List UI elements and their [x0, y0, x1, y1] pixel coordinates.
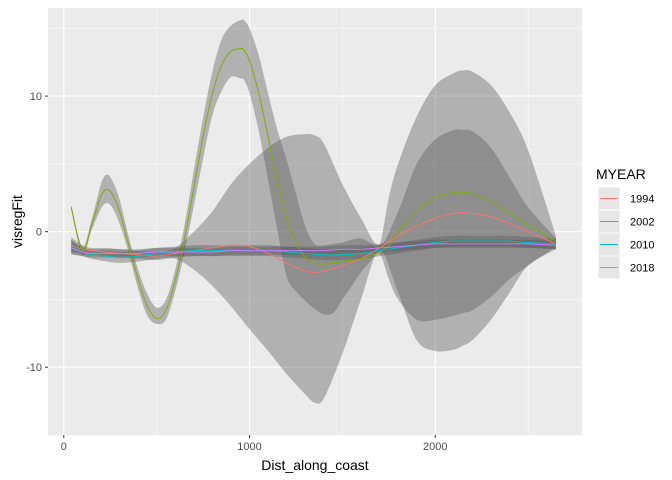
x-axis-title: Dist_along_coast: [261, 457, 369, 473]
y-tick-label: 0: [36, 227, 42, 239]
x-axis: 0 1000 2000: [61, 435, 448, 453]
legend: MYEAR 1994 2002 2010 2018: [596, 166, 654, 279]
x-tick-label: 0: [61, 441, 67, 453]
y-axis-title: visregFit: [9, 195, 25, 248]
series-line-2002: [70, 47, 557, 320]
x-tick-label: 1000: [237, 441, 261, 453]
x-tick-label: 2000: [423, 441, 447, 453]
series-line-1994: [71, 212, 557, 273]
minor-gridlines: [48, 8, 582, 435]
legend-label-2010: 2010: [630, 240, 654, 252]
major-gridlines: [48, 8, 582, 435]
series-lines: [70, 47, 557, 320]
legend-label-1994: 1994: [630, 194, 654, 206]
legend-title: MYEAR: [596, 166, 646, 182]
series-line-2018: [71, 243, 557, 254]
plot-panel: [48, 8, 582, 435]
y-tick-label: 10: [30, 91, 42, 103]
series-line-2010: [71, 240, 557, 258]
y-axis: -10 0 10: [26, 91, 48, 374]
y-tick-label: -10: [26, 362, 42, 374]
legend-label-2002: 2002: [630, 217, 654, 229]
confidence-band-2002: [71, 19, 556, 325]
legend-label-2018: 2018: [630, 263, 654, 275]
legend-items: 1994 2002 2010 2018: [598, 187, 654, 279]
